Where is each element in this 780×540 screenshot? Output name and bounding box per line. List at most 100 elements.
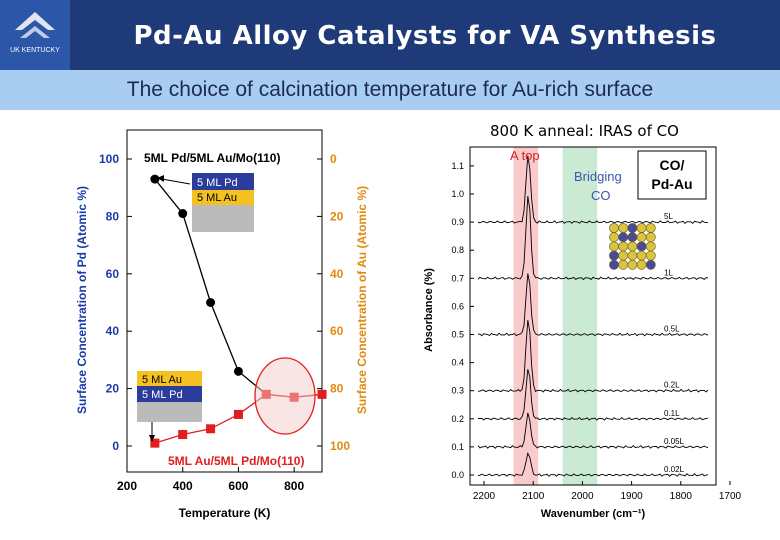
y2-tick-label-0: 100 xyxy=(330,439,350,453)
iras-trace-label-2: 0.5L xyxy=(664,325,680,334)
iras-trace-6 xyxy=(477,451,709,477)
top-stack-arrow xyxy=(161,178,191,185)
left-chart-frame xyxy=(126,129,323,473)
atom-3-2 xyxy=(627,250,638,261)
iras-y-tick-label-7: 0.7 xyxy=(451,273,464,283)
iras-x-tick-label-3: 1900 xyxy=(620,491,643,502)
iras-x-tick-label-5: 1700 xyxy=(719,491,742,502)
y2-tick-label-5: 0 xyxy=(330,152,337,166)
atom-0-0 xyxy=(609,223,619,233)
substrate-top xyxy=(192,205,254,232)
iras-y-axis-label: Absorbance (%) xyxy=(423,268,435,352)
iras-x-tick-label-4: 1800 xyxy=(670,491,693,502)
logo-text: UK KENTUCKY xyxy=(10,47,60,54)
atom-4-1 xyxy=(618,259,629,270)
atom-4-4 xyxy=(645,259,656,270)
iras-trace-1 xyxy=(477,196,709,281)
pd-layer-top xyxy=(192,173,254,190)
y-tick-label-3: 60 xyxy=(106,267,120,281)
iras-y-tick-label-9: 0.9 xyxy=(451,217,464,227)
pd-point-2 xyxy=(206,298,216,307)
legend-box xyxy=(637,150,707,200)
left-y-axis-label: Surface Concentration of Pd (Atomic %) xyxy=(75,186,89,414)
x-tick-label-0: 200 xyxy=(117,479,137,493)
atom-2-0 xyxy=(609,241,619,252)
iras-y-tick-label-1: 0.1 xyxy=(451,442,464,452)
bridging-co-label: CO xyxy=(591,188,611,203)
atom-1-2 xyxy=(627,232,638,243)
legend-line-2: Pd-Au xyxy=(651,176,692,192)
bridge-band xyxy=(562,147,598,485)
iras-axes: 0.0 0.1 0.2 0.3 0.4 0.5 0.6 0.7 0.8 0.9 1.0 1.1 2200… xyxy=(451,161,741,502)
atom-3-1 xyxy=(618,250,629,261)
top-structure-label: 5ML Pd/5ML Au/Mo(110) xyxy=(144,151,280,165)
pd-layer-bottom-label: 5 ML Pd xyxy=(142,389,183,401)
iras-trace-label-1: 1L xyxy=(664,268,673,277)
iras-trace-label-4: 0.1L xyxy=(664,409,680,418)
bridging-label: Bridging xyxy=(574,169,622,184)
y-tick-label-2: 40 xyxy=(106,324,120,338)
atop-band xyxy=(513,147,539,485)
iras-trace-label-0: 5L xyxy=(664,212,673,221)
y2-tick-label-3: 40 xyxy=(330,267,344,281)
y-tick-label-1: 20 xyxy=(106,382,120,396)
au-point-1 xyxy=(178,430,188,440)
iras-x-axis-label: Wavenumber (cm⁻¹) xyxy=(541,508,646,520)
x-tick-label-2: 600 xyxy=(228,479,248,493)
au-layer-bottom xyxy=(137,371,202,386)
iras-y-tick-label-3: 0.3 xyxy=(451,386,464,396)
pd-layer-bottom xyxy=(137,386,202,402)
iras-trace-label-6: 0.02L xyxy=(664,465,685,474)
x-tick-label-1: 400 xyxy=(173,479,193,493)
au-layer-bottom-label: 5 ML Au xyxy=(142,374,182,386)
au-point-0 xyxy=(150,438,160,448)
pd-point-3 xyxy=(233,366,243,376)
iras-x-tick-label-2: 2000 xyxy=(571,491,594,502)
pd-layer-top-label: 5 ML Pd xyxy=(197,177,238,189)
y-tick-label-0: 0 xyxy=(112,439,119,453)
iras-traces: 5L 1L 0.5L 0.2L 0.1L 0.05L 0.02L xyxy=(477,155,709,477)
atom-2-4 xyxy=(645,241,656,252)
au-point-6 xyxy=(317,389,327,399)
iras-y-tick-label-11: 1.1 xyxy=(451,161,464,171)
atom-1-1 xyxy=(618,232,629,243)
top-layer-stack: 5 ML Pd 5 ML Au xyxy=(192,173,254,232)
atom-0-4 xyxy=(645,223,656,233)
pd-point-1 xyxy=(178,209,188,219)
right-y-axis-label: Surface Concentration of Au (Atomic %) xyxy=(355,186,369,414)
atom-3-3 xyxy=(636,250,647,261)
y-tick-label-4: 80 xyxy=(106,209,120,223)
university-logo: UK KENTUCKY xyxy=(0,0,70,70)
iras-frame xyxy=(469,146,717,486)
iras-trace-5 xyxy=(477,412,709,449)
iras-y-tick-label-8: 0.8 xyxy=(451,245,464,255)
atom-0-3 xyxy=(636,223,647,233)
bottom-stack-arrowhead xyxy=(149,435,155,442)
atom-3-4 xyxy=(645,250,656,261)
iras-trace-0 xyxy=(477,155,709,225)
atop-label: A top xyxy=(510,148,540,163)
iras-bands xyxy=(513,147,598,485)
iras-y-tick-label-0: 0.0 xyxy=(451,470,464,480)
iras-x-tick-label-1: 2100 xyxy=(522,491,545,502)
atom-3-0 xyxy=(609,250,619,261)
atom-4-0 xyxy=(609,259,619,270)
atom-1-4 xyxy=(645,232,656,243)
iras-title: 800 K anneal: IRAS of CO xyxy=(490,122,679,140)
iras-trace-label-5: 0.05L xyxy=(664,437,685,446)
iras-trace-4 xyxy=(477,369,709,421)
atom-0-1 xyxy=(618,223,629,233)
atom-2-2 xyxy=(627,241,638,252)
iras-y-tick-label-5: 0.5 xyxy=(451,330,464,340)
atom-4-3 xyxy=(636,259,647,270)
top-stack-arrowhead xyxy=(157,175,164,182)
au-point-2 xyxy=(206,424,216,434)
atom-0-2 xyxy=(627,223,638,233)
x-axis-label: Temperature (K) xyxy=(179,506,271,520)
y2-tick-label-1: 80 xyxy=(330,382,344,396)
header-bar: UK KENTUCKY Pd-Au Alloy Catalysts for VA… xyxy=(0,0,780,70)
page-title: Pd-Au Alloy Catalysts for VA Synthesis xyxy=(133,21,717,51)
atom-4-2 xyxy=(627,259,638,270)
atom-1-3 xyxy=(636,232,647,243)
